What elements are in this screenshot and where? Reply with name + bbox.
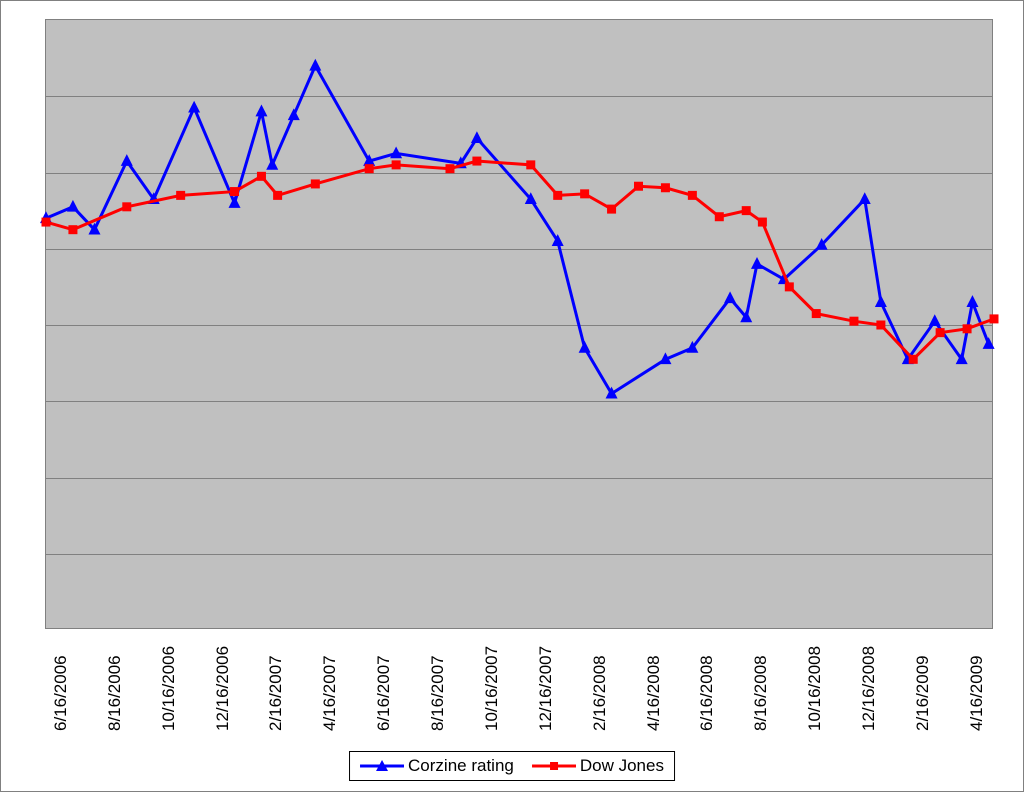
data-marker (188, 101, 200, 113)
data-marker (526, 160, 535, 169)
data-marker (983, 337, 995, 349)
x-tick-label: 4/16/2007 (320, 655, 340, 731)
data-marker (929, 314, 941, 326)
data-marker (936, 328, 945, 337)
data-marker (68, 225, 77, 234)
data-marker (42, 218, 51, 227)
data-marker (255, 105, 267, 117)
x-tick-label: 6/16/2007 (374, 655, 394, 731)
x-tick-label: 6/16/2008 (697, 655, 717, 731)
x-tick-label: 6/16/2006 (51, 655, 71, 731)
x-tick-label: 12/16/2007 (536, 646, 556, 731)
data-marker (309, 59, 321, 71)
series-layer (46, 20, 994, 630)
series-line (46, 161, 994, 359)
data-marker (122, 202, 131, 211)
x-tick-label: 8/16/2008 (751, 655, 771, 731)
data-marker (812, 309, 821, 318)
data-marker (257, 172, 266, 181)
data-marker (849, 317, 858, 326)
data-marker (472, 157, 481, 166)
data-marker (176, 191, 185, 200)
data-marker (966, 295, 978, 307)
x-tick-label: 10/16/2008 (805, 646, 825, 731)
data-marker (229, 196, 241, 208)
x-tick-label: 8/16/2006 (105, 655, 125, 731)
data-marker (724, 291, 736, 303)
x-tick-label: 4/16/2008 (644, 655, 664, 731)
x-tick-label: 4/16/2009 (967, 655, 987, 731)
data-marker (445, 164, 454, 173)
x-tick-label: 2/16/2009 (913, 655, 933, 731)
data-marker (580, 189, 589, 198)
data-marker (688, 191, 697, 200)
legend-label: Dow Jones (580, 756, 664, 776)
legend-item-dow: Dow Jones (532, 756, 664, 776)
data-marker (715, 212, 724, 221)
data-marker (579, 341, 591, 353)
data-marker (288, 108, 300, 120)
data-marker (963, 324, 972, 333)
x-tick-label: 10/16/2006 (159, 646, 179, 731)
x-axis-labels: 6/16/2006 8/16/2006 10/16/2006 12/16/2006 2/… (45, 635, 993, 755)
x-tick-label: 12/16/2008 (859, 646, 879, 731)
x-tick-label: 10/16/2007 (482, 646, 502, 731)
data-marker (634, 182, 643, 191)
plot-area (45, 19, 993, 629)
series-line (46, 66, 989, 394)
x-tick-label: 2/16/2008 (590, 655, 610, 731)
data-marker (365, 164, 374, 173)
x-tick-label: 2/16/2007 (266, 655, 286, 731)
data-marker (311, 179, 320, 188)
data-marker (553, 191, 562, 200)
chart-frame: 6/16/2006 8/16/2006 10/16/2006 12/16/2006 2/… (0, 0, 1024, 792)
legend: Corzine rating Dow Jones (349, 751, 675, 781)
data-marker (751, 257, 763, 269)
data-marker (859, 192, 871, 204)
data-marker (758, 218, 767, 227)
data-marker (875, 295, 887, 307)
data-marker (909, 355, 918, 364)
data-marker (471, 131, 483, 143)
legend-item-corzine: Corzine rating (360, 756, 514, 776)
data-marker (785, 282, 794, 291)
data-marker (392, 160, 401, 169)
data-marker (273, 191, 282, 200)
data-marker (876, 321, 885, 330)
data-marker (661, 183, 670, 192)
x-tick-label: 8/16/2007 (428, 655, 448, 731)
data-marker (607, 205, 616, 214)
data-marker (67, 200, 79, 212)
data-marker (742, 206, 751, 215)
data-marker (121, 154, 133, 166)
data-marker (230, 187, 239, 196)
data-marker (390, 146, 402, 158)
legend-label: Corzine rating (408, 756, 514, 776)
data-marker (990, 314, 999, 323)
data-marker (266, 158, 278, 170)
x-tick-label: 12/16/2006 (213, 646, 233, 731)
